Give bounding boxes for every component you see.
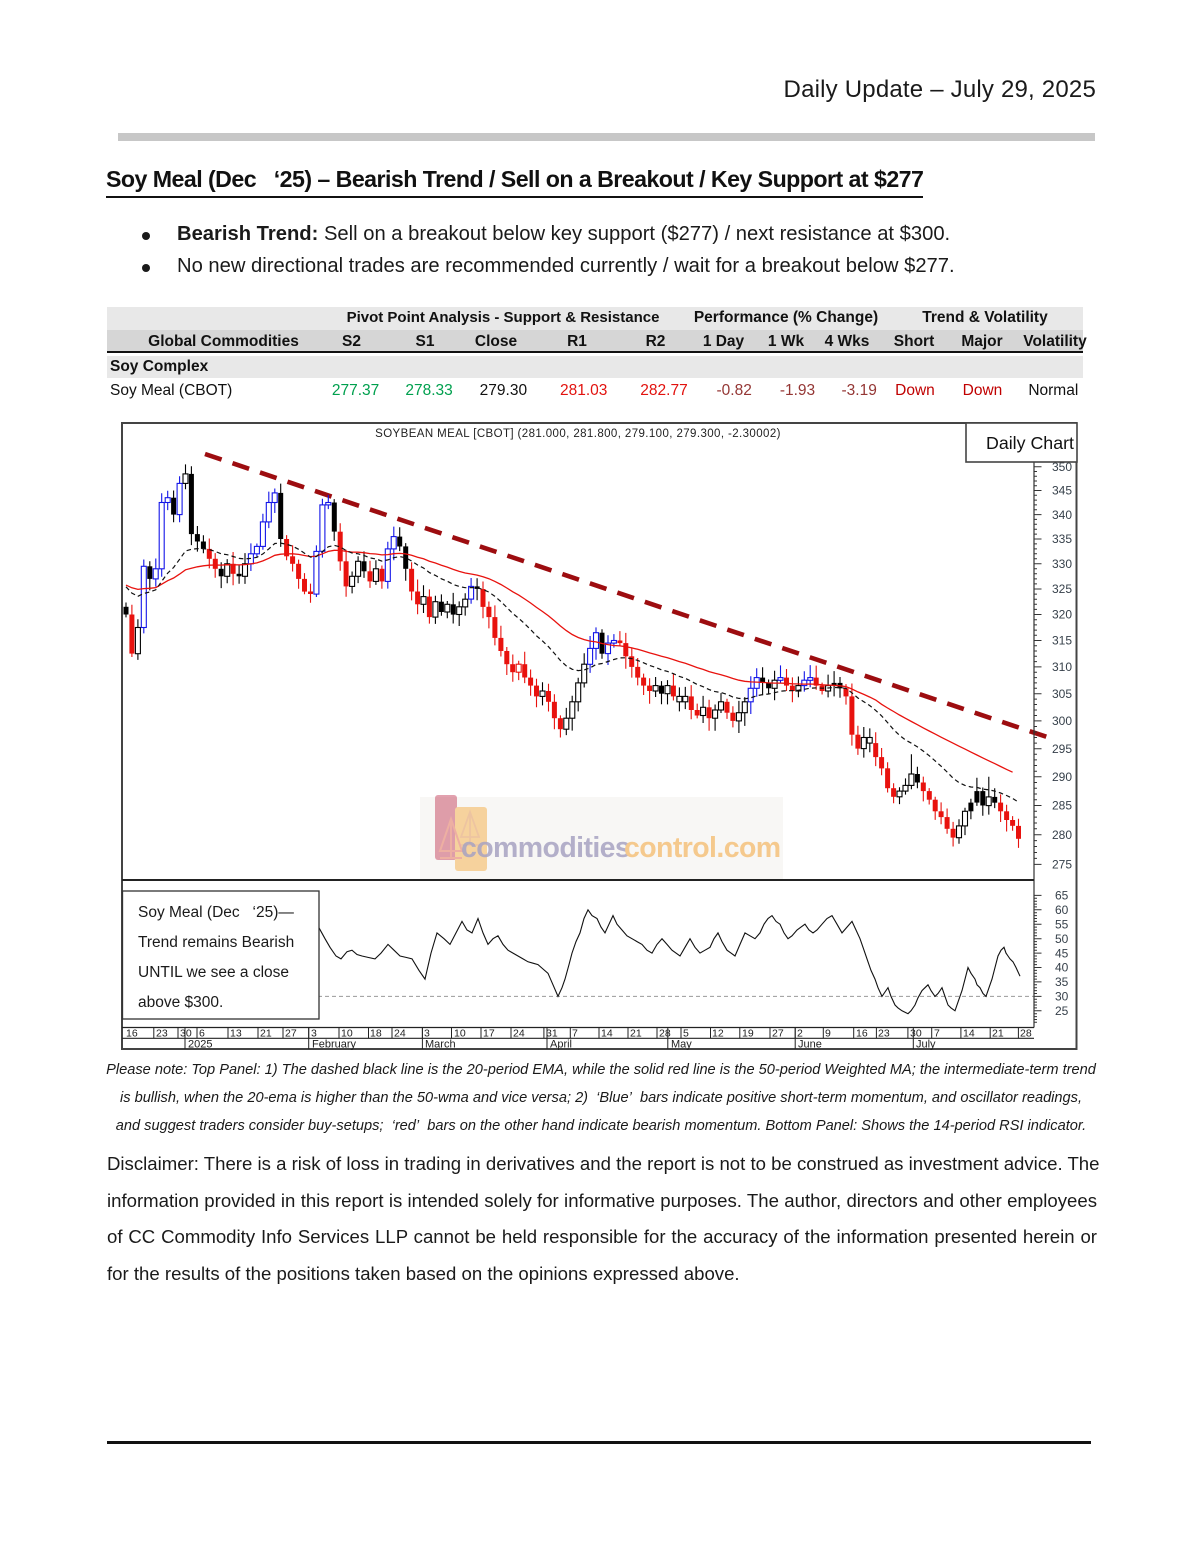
svg-text:Soy Meal (Dec ‘25)—: Soy Meal (Dec ‘25)— bbox=[138, 904, 294, 921]
svg-text:July: July bbox=[916, 1039, 936, 1051]
svg-text:10: 10 bbox=[341, 1028, 353, 1040]
svg-text:290: 290 bbox=[1052, 770, 1072, 784]
svg-text:21: 21 bbox=[630, 1028, 642, 1040]
svg-text:17: 17 bbox=[483, 1028, 495, 1040]
svg-text:31: 31 bbox=[546, 1028, 558, 1040]
svg-text:320: 320 bbox=[1052, 608, 1072, 622]
svg-text:23: 23 bbox=[878, 1028, 890, 1040]
svg-text:305: 305 bbox=[1052, 687, 1072, 701]
svg-text:24: 24 bbox=[513, 1028, 525, 1040]
svg-text:14: 14 bbox=[963, 1028, 975, 1040]
svg-text:28: 28 bbox=[659, 1028, 671, 1040]
svg-text:30: 30 bbox=[180, 1028, 192, 1040]
svg-text:5: 5 bbox=[683, 1028, 689, 1040]
svg-text:35: 35 bbox=[1055, 975, 1069, 989]
svg-text:9: 9 bbox=[825, 1028, 831, 1040]
svg-text:315: 315 bbox=[1052, 634, 1072, 648]
svg-text:21: 21 bbox=[992, 1028, 1004, 1040]
svg-text:60: 60 bbox=[1055, 903, 1069, 917]
svg-text:285: 285 bbox=[1052, 799, 1072, 813]
svg-text:June: June bbox=[798, 1039, 822, 1051]
svg-text:40: 40 bbox=[1055, 961, 1069, 975]
svg-text:10: 10 bbox=[454, 1028, 466, 1040]
svg-text:7: 7 bbox=[572, 1028, 578, 1040]
svg-text:UNTIL we see a close: UNTIL we see a close bbox=[138, 964, 289, 981]
svg-text:45: 45 bbox=[1055, 946, 1069, 960]
svg-text:7: 7 bbox=[934, 1028, 940, 1040]
svg-text:65: 65 bbox=[1055, 889, 1069, 903]
svg-text:21: 21 bbox=[260, 1028, 272, 1040]
svg-text:27: 27 bbox=[285, 1028, 297, 1040]
svg-text:16: 16 bbox=[126, 1028, 138, 1040]
svg-text:SOYBEAN MEAL [CBOT] (281.000,: SOYBEAN MEAL [CBOT] (281.000, 281.800, 2… bbox=[375, 428, 781, 440]
svg-text:control.com: control.com bbox=[624, 832, 781, 864]
svg-text:6: 6 bbox=[199, 1028, 205, 1040]
svg-text:27: 27 bbox=[772, 1028, 784, 1040]
svg-text:335: 335 bbox=[1052, 532, 1072, 546]
svg-text:above $300.: above $300. bbox=[138, 994, 223, 1011]
svg-text:19: 19 bbox=[742, 1028, 754, 1040]
svg-text:300: 300 bbox=[1052, 714, 1072, 728]
svg-text:325: 325 bbox=[1052, 582, 1072, 596]
svg-text:25: 25 bbox=[1055, 1004, 1069, 1018]
svg-text:50: 50 bbox=[1055, 932, 1069, 946]
svg-text:Daily Chart: Daily Chart bbox=[986, 433, 1074, 453]
svg-text:February: February bbox=[312, 1039, 357, 1051]
svg-text:3: 3 bbox=[424, 1028, 430, 1040]
svg-text:28: 28 bbox=[1020, 1028, 1032, 1040]
svg-text:2025: 2025 bbox=[188, 1039, 212, 1051]
svg-text:13: 13 bbox=[230, 1028, 242, 1040]
svg-text:12: 12 bbox=[712, 1028, 724, 1040]
svg-text:340: 340 bbox=[1052, 508, 1072, 522]
svg-text:16: 16 bbox=[856, 1028, 868, 1040]
svg-text:275: 275 bbox=[1052, 858, 1072, 872]
svg-text:55: 55 bbox=[1055, 918, 1069, 932]
svg-text:23: 23 bbox=[156, 1028, 168, 1040]
svg-text:350: 350 bbox=[1052, 460, 1072, 474]
svg-text:18: 18 bbox=[370, 1028, 382, 1040]
svg-text:310: 310 bbox=[1052, 660, 1072, 674]
svg-text:330: 330 bbox=[1052, 557, 1072, 571]
svg-text:3: 3 bbox=[311, 1028, 317, 1040]
svg-text:24: 24 bbox=[394, 1028, 406, 1040]
svg-text:14: 14 bbox=[601, 1028, 613, 1040]
svg-text:280: 280 bbox=[1052, 828, 1072, 842]
svg-text:April: April bbox=[550, 1039, 572, 1051]
svg-text:commodities: commodities bbox=[461, 832, 630, 864]
svg-text:May: May bbox=[671, 1039, 692, 1051]
svg-text:30: 30 bbox=[910, 1028, 922, 1040]
svg-text:2: 2 bbox=[797, 1028, 803, 1040]
svg-text:Trend remains Bearish: Trend remains Bearish bbox=[138, 934, 294, 951]
svg-text:30: 30 bbox=[1055, 990, 1069, 1004]
svg-text:345: 345 bbox=[1052, 484, 1072, 498]
svg-text:295: 295 bbox=[1052, 742, 1072, 756]
svg-text:March: March bbox=[425, 1039, 456, 1051]
